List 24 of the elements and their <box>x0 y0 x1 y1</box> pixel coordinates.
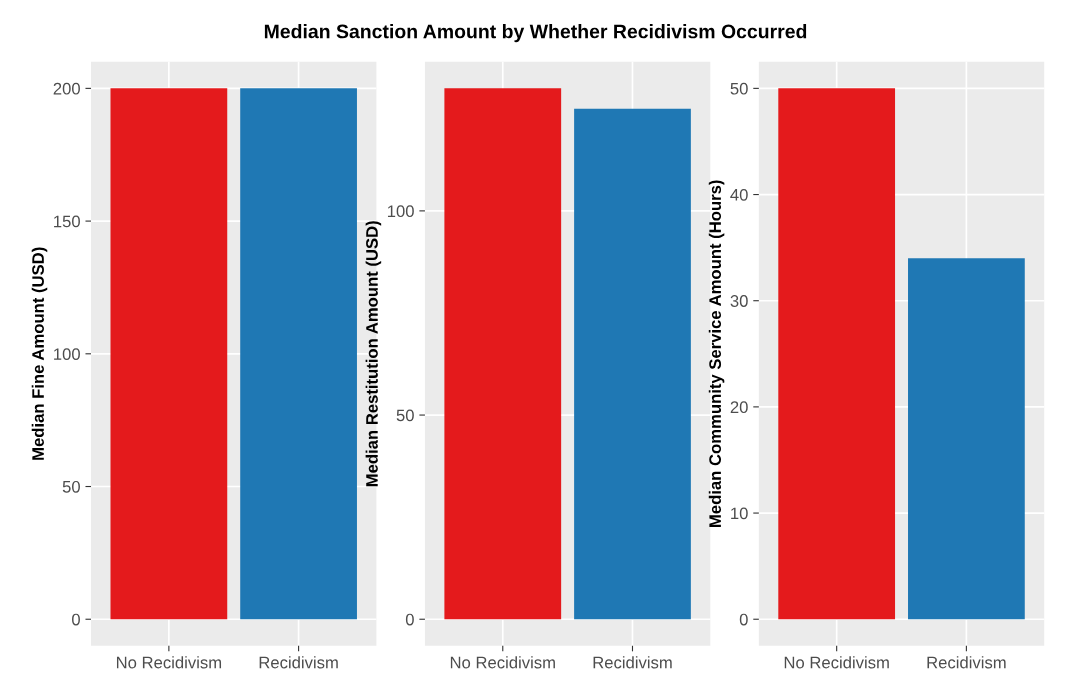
y-axis-title: Median Fine Amount (USD) <box>31 247 48 460</box>
y-axis-title: Median Community Service Amount (Hours) <box>708 180 725 527</box>
y-tick-label: 0 <box>72 613 80 626</box>
x-tick-label: No Recidivism <box>116 656 222 669</box>
y-tick-label: 100 <box>387 205 414 218</box>
y-tick-label: 100 <box>54 348 80 361</box>
x-tick-label: Recidivism <box>259 656 338 669</box>
y-tick-label: 50 <box>730 82 748 95</box>
x-tick-label: Recidivism <box>927 656 1006 669</box>
y-tick-label: 30 <box>730 295 748 307</box>
y-tick-label: 0 <box>405 613 414 626</box>
y-tick-label: 50 <box>396 409 414 422</box>
y-tick-label: 200 <box>53 82 80 95</box>
y-tick-label: 40 <box>730 188 748 201</box>
y-tick-label: 150 <box>54 215 80 228</box>
x-tick-label: No Recidivism <box>450 656 555 669</box>
y-axis-title: Median Restitution Amount (USD) <box>365 221 382 487</box>
y-tick-label: 0 <box>739 613 748 626</box>
text: Median Sanction Amount by Whether Recidivism Occurred <box>264 24 807 43</box>
y-tick-label: 20 <box>730 401 748 414</box>
y-tick-label: 50 <box>62 480 80 493</box>
y-tick-label: 10 <box>731 507 748 520</box>
x-tick-label: No Recidivism <box>784 656 889 669</box>
x-tick-label: Recidivism <box>593 656 672 669</box>
